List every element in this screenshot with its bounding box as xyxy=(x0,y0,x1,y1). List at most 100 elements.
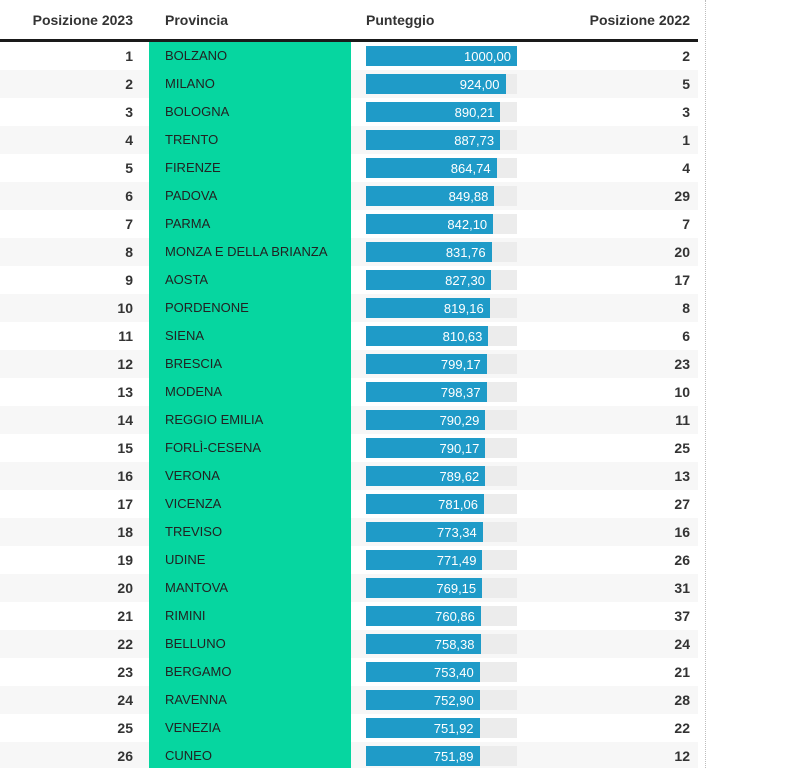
punteggio-cell: 924,00 xyxy=(351,74,517,94)
rank-2022-cell: 31 xyxy=(674,580,690,596)
punteggio-cell: 831,76 xyxy=(351,242,517,262)
column-header-punteggio: Punteggio xyxy=(366,11,435,28)
provincia-cell: PORDENONE xyxy=(149,294,351,322)
provincia-cell: MANTOVA xyxy=(149,574,351,602)
table-row: 2 MILANO 924,00 5 xyxy=(0,70,698,98)
rank-2022-cell: 16 xyxy=(674,524,690,540)
rank-2023-cell: 26 xyxy=(117,748,133,764)
rank-2022-cell: 11 xyxy=(675,412,690,428)
score-bar-fill: 864,74 xyxy=(366,158,497,178)
rank-2022-cell: 22 xyxy=(674,720,690,736)
provincia-cell: PARMA xyxy=(149,210,351,238)
provincia-cell: MONZA E DELLA BRIANZA xyxy=(149,238,351,266)
rank-2022-cell: 17 xyxy=(674,272,690,288)
score-value-label: 773,34 xyxy=(437,524,477,540)
punteggio-cell: 781,06 xyxy=(351,494,517,514)
score-bar-fill: 790,29 xyxy=(366,410,486,430)
table-row: 17 VICENZA 781,06 27 xyxy=(0,490,698,518)
rank-2023-cell: 13 xyxy=(117,384,133,400)
punteggio-cell: 790,17 xyxy=(351,438,517,458)
score-value-label: 831,76 xyxy=(445,244,486,260)
table-header-row: Posizione 2023 Provincia Punteggio Posiz… xyxy=(0,0,698,39)
score-bar-track: 758,38 xyxy=(366,634,517,654)
score-bar-track: 751,92 xyxy=(366,718,517,738)
rank-2023-cell: 16 xyxy=(117,468,133,484)
provincia-cell: BOLOGNA xyxy=(149,98,351,126)
score-bar-fill: 842,10 xyxy=(366,214,494,234)
rank-2023-cell: 23 xyxy=(117,664,133,680)
score-bar-track: 842,10 xyxy=(366,214,517,234)
rank-2022-cell: 25 xyxy=(674,440,690,456)
rank-2022-cell: 28 xyxy=(674,692,690,708)
provincia-cell: UDINE xyxy=(149,546,351,574)
score-bar-track: 752,90 xyxy=(366,690,517,710)
score-bar-track: 924,00 xyxy=(366,74,517,94)
score-bar-fill: 751,92 xyxy=(366,718,480,738)
table-body: 1 BOLZANO 1000,00 2 2 MILANO 924,00 5 3 … xyxy=(0,42,698,768)
header-divider xyxy=(0,39,698,42)
provincia-cell: BOLZANO xyxy=(149,42,351,70)
score-value-label: 819,16 xyxy=(443,300,484,316)
score-bar-track: 890,21 xyxy=(366,102,517,122)
rank-2023-cell: 7 xyxy=(125,216,133,232)
score-bar-track: 790,17 xyxy=(366,438,517,458)
score-bar-track: 781,06 xyxy=(366,494,517,514)
rank-2023-cell: 25 xyxy=(117,720,133,736)
table-row: 25 VENEZIA 751,92 22 xyxy=(0,714,698,742)
score-value-label: 924,00 xyxy=(459,76,500,92)
column-header-posizione-2022: Posizione 2022 xyxy=(589,11,690,28)
score-bar-fill: 769,15 xyxy=(366,578,483,598)
table-row: 5 FIRENZE 864,74 4 xyxy=(0,154,698,182)
score-bar-fill: 810,63 xyxy=(366,326,489,346)
table-row: 12 BRESCIA 799,17 23 xyxy=(0,350,698,378)
score-bar-fill: 798,37 xyxy=(366,382,487,402)
table-row: 15 FORLÌ-CESENA 790,17 25 xyxy=(0,434,698,462)
table-row: 20 MANTOVA 769,15 31 xyxy=(0,574,698,602)
table-row: 8 MONZA E DELLA BRIANZA 831,76 20 xyxy=(0,238,698,266)
provincia-cell: BELLUNO xyxy=(149,630,351,658)
score-bar-fill: 924,00 xyxy=(366,74,506,94)
score-value-label: 751,92 xyxy=(433,720,474,736)
table-row: 4 TRENTO 887,73 1 xyxy=(0,126,698,154)
score-value-label: 769,15 xyxy=(436,580,477,596)
punteggio-cell: 790,29 xyxy=(351,410,517,430)
score-value-label: 890,21 xyxy=(454,104,495,120)
rank-2022-cell: 24 xyxy=(674,636,690,652)
score-value-label: 790,17 xyxy=(439,440,480,456)
punteggio-cell: 890,21 xyxy=(351,102,517,122)
score-value-label: 790,29 xyxy=(439,412,480,428)
table-row: 14 REGGIO EMILIA 790,29 11 xyxy=(0,406,698,434)
score-bar-fill: 827,30 xyxy=(366,270,491,290)
score-value-label: 752,90 xyxy=(433,692,474,708)
punteggio-cell: 771,49 xyxy=(351,550,517,570)
punteggio-cell: 752,90 xyxy=(351,690,517,710)
provincia-cell: TRENTO xyxy=(149,126,351,154)
score-value-label: 760,86 xyxy=(435,608,475,624)
punteggio-cell: 842,10 xyxy=(351,214,517,234)
rank-2023-cell: 3 xyxy=(125,104,133,120)
table-row: 26 CUNEO 751,89 12 xyxy=(0,742,698,768)
punteggio-cell: 864,74 xyxy=(351,158,517,178)
score-bar-fill: 773,34 xyxy=(366,522,483,542)
score-value-label: 887,73 xyxy=(454,132,495,148)
score-bar-track: 789,62 xyxy=(366,466,517,486)
rank-2023-cell: 6 xyxy=(125,188,133,204)
provincia-cell: REGGIO EMILIA xyxy=(149,406,351,434)
score-value-label: 758,38 xyxy=(434,636,475,652)
punteggio-cell: 753,40 xyxy=(351,662,517,682)
score-bar-track: 790,29 xyxy=(366,410,517,430)
provincia-cell: RAVENNA xyxy=(149,686,351,714)
score-value-label: 827,30 xyxy=(445,272,485,288)
punteggio-cell: 760,86 xyxy=(351,606,517,626)
rank-2022-cell: 2 xyxy=(682,48,690,64)
score-value-label: 1000,00 xyxy=(464,48,511,64)
punteggio-cell: 819,16 xyxy=(351,298,517,318)
rank-2023-cell: 15 xyxy=(117,440,133,456)
rank-2022-cell: 29 xyxy=(674,188,690,204)
rank-2022-cell: 3 xyxy=(682,104,690,120)
score-value-label: 771,49 xyxy=(436,552,477,568)
provincia-cell: BRESCIA xyxy=(149,350,351,378)
table-row: 3 BOLOGNA 890,21 3 xyxy=(0,98,698,126)
rank-2022-cell: 6 xyxy=(682,328,690,344)
